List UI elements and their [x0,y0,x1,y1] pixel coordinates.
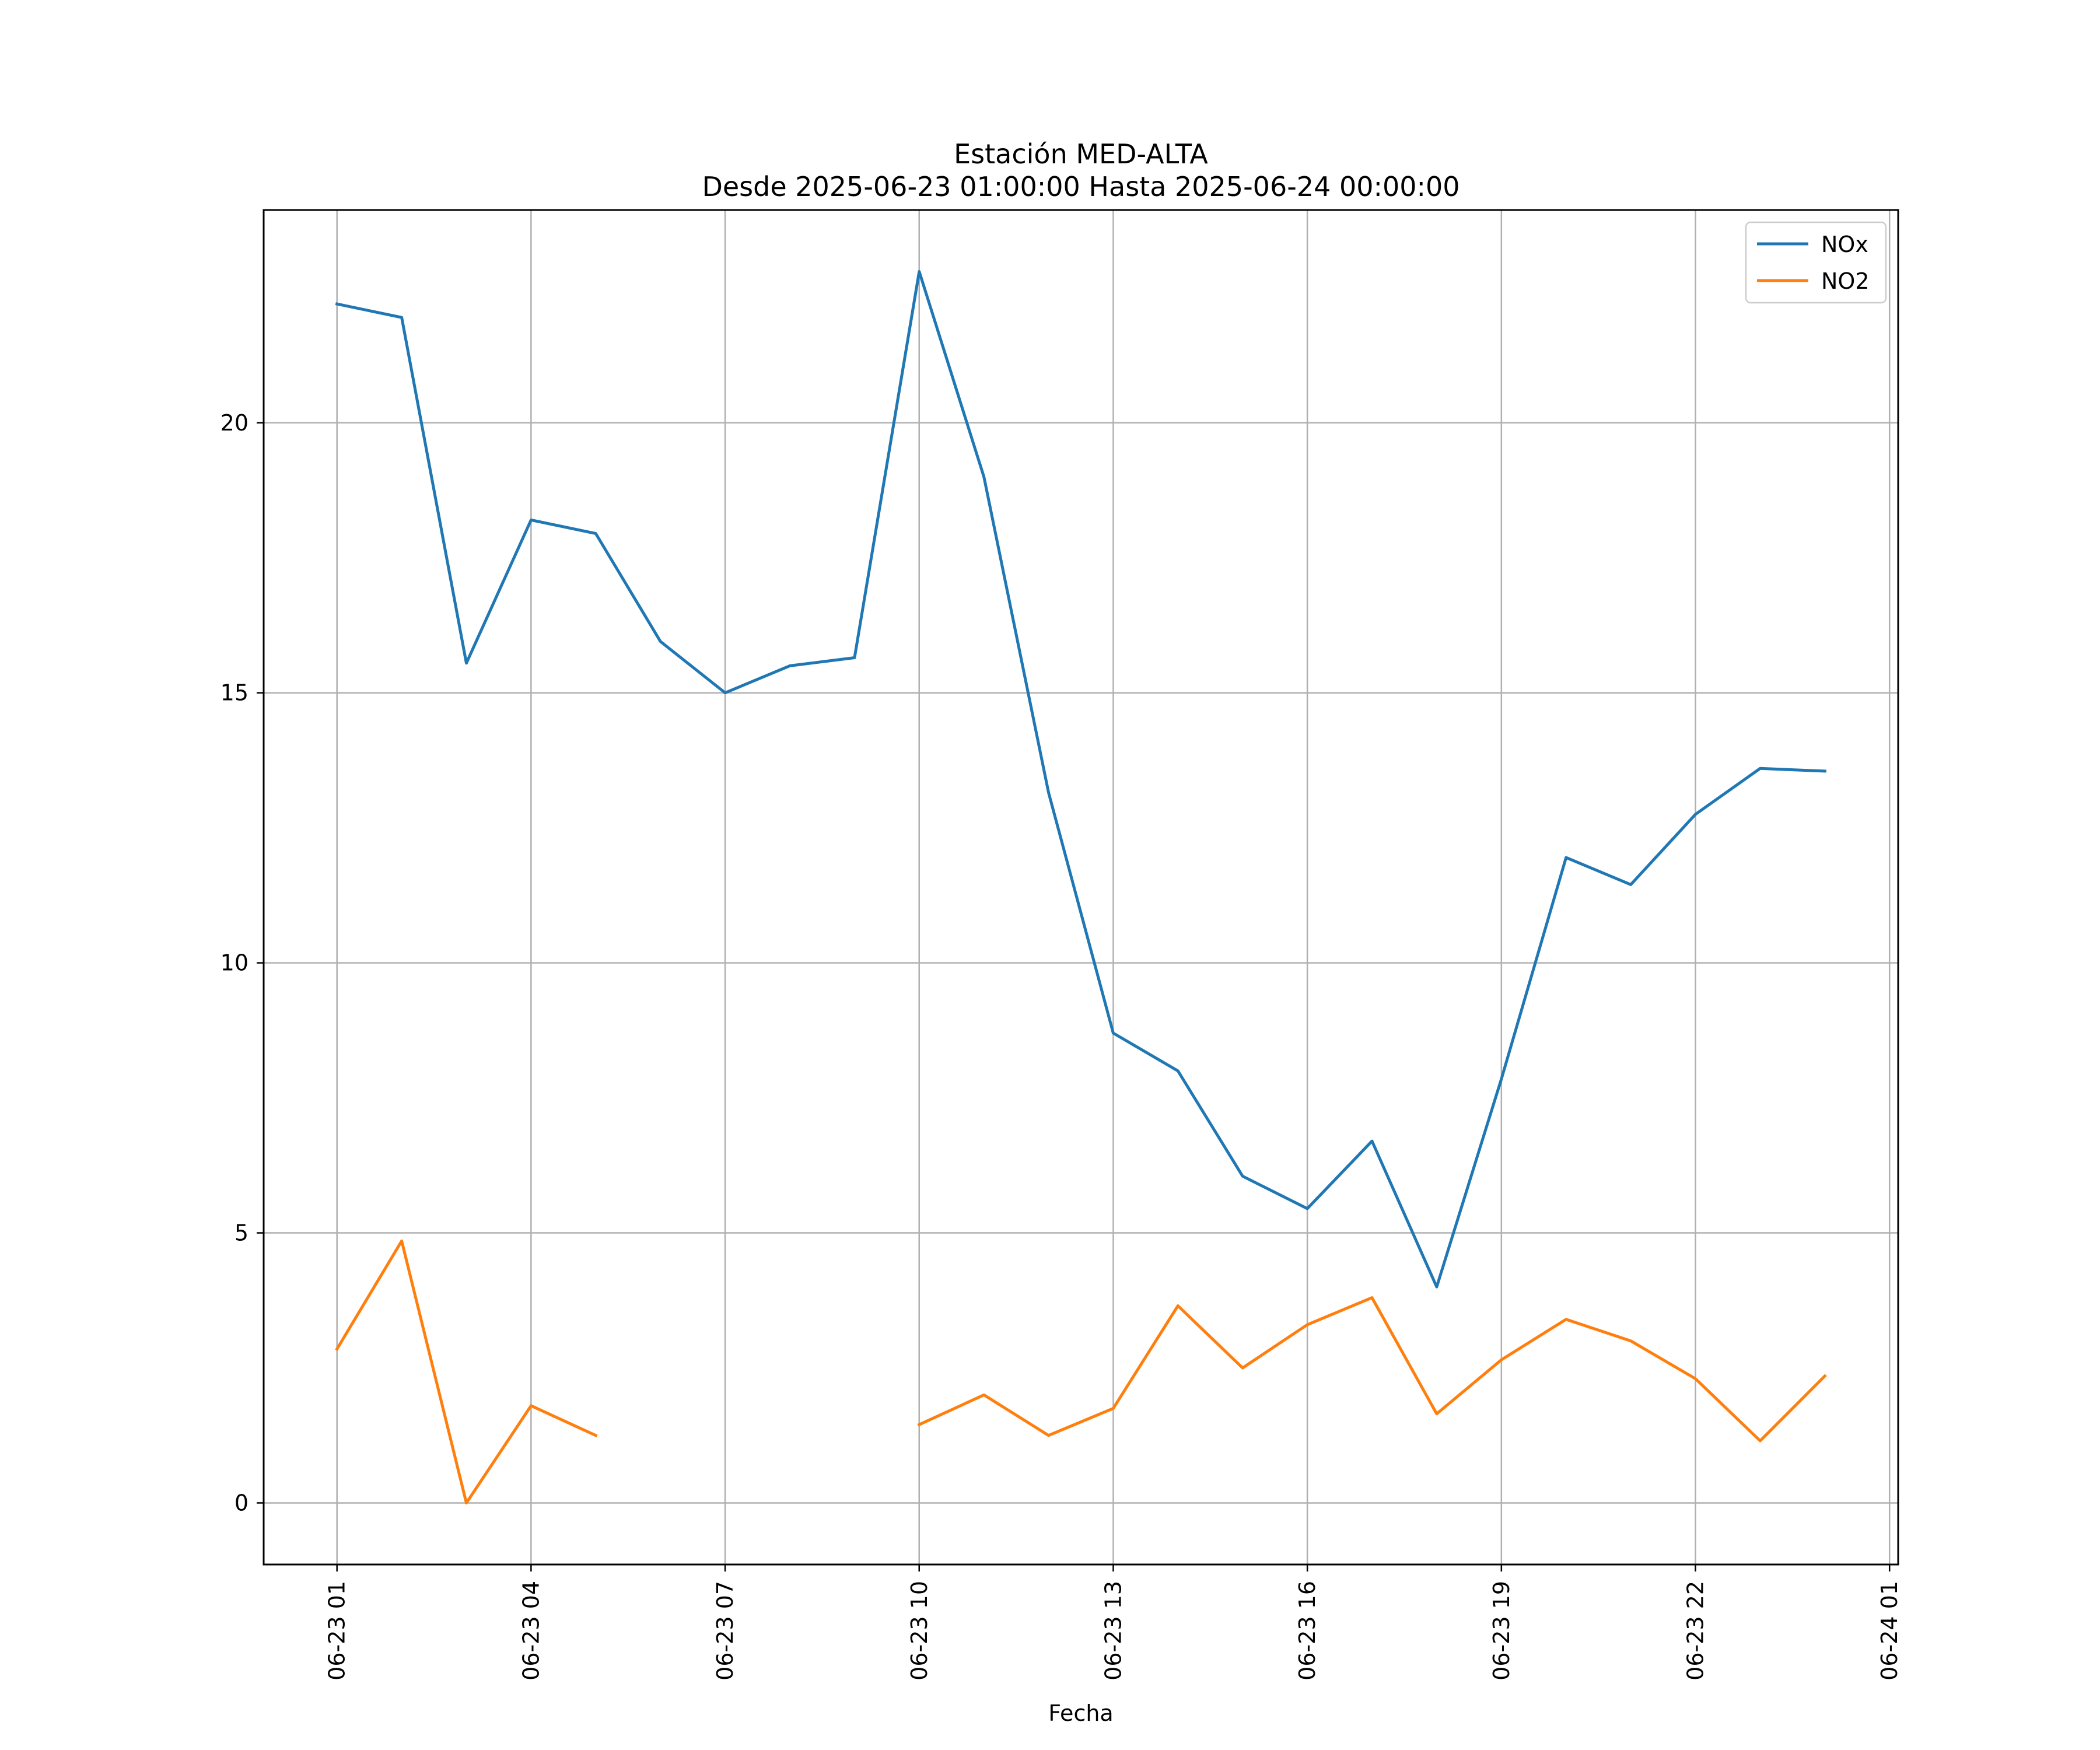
x-tick-label: 06-23 22 [1683,1581,1709,1681]
x-tick-label: 06-23 01 [324,1581,350,1681]
x-axis: 06-23 01 06-23 04 06-23 07 06-23 10 06-23 13… [324,1564,1902,1681]
series-line-nox [335,270,1826,1289]
grid [264,210,1898,1564]
legend-label-nox: NOx [1821,232,1868,257]
x-tick-label: 06-23 19 [1489,1581,1514,1681]
chart-title: Estación MED-ALTA [954,138,1208,170]
y-tick-label: 0 [235,1490,249,1516]
x-tick-label: 06-23 13 [1100,1581,1126,1681]
series-line-no2 [335,1239,598,1504]
legend: NOx NO2 [1745,221,1887,304]
series-line-no2 [917,1296,1827,1443]
x-tick-label: 06-23 04 [518,1581,544,1681]
x-tick-label: 06-23 07 [712,1581,738,1681]
y-tick-label: 5 [235,1220,249,1246]
y-tick-label: 20 [220,410,249,436]
x-tick-label: 06-23 16 [1294,1581,1320,1681]
x-axis-label: Fecha [1048,1700,1113,1726]
x-tick-label: 06-24 01 [1877,1581,1902,1681]
chart-subtitle: Desde 2025-06-23 01:00:00 Hasta 2025-06-… [702,171,1460,202]
y-tick-label: 10 [220,950,249,976]
y-axis: 0 5 10 15 20 [220,410,264,1516]
x-tick-label: 06-23 10 [907,1581,932,1681]
plot-frame [262,209,1899,1566]
series-lines [335,270,1827,1504]
y-tick-label: 15 [220,680,249,706]
legend-label-no2: NO2 [1821,268,1870,294]
